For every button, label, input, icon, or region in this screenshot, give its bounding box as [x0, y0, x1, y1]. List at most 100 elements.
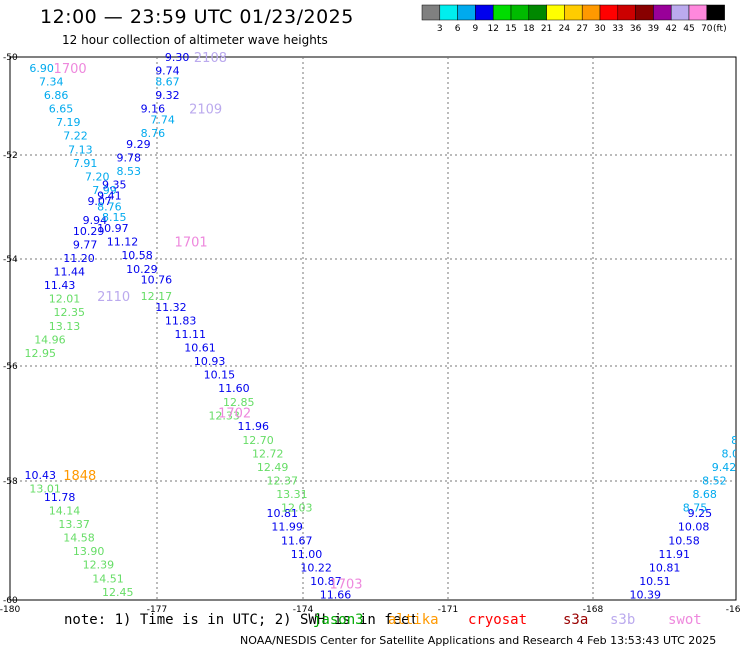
- wave-height-value: 13.90: [73, 545, 105, 558]
- wave-height-value: 9.94: [83, 214, 108, 227]
- colorbar-tick-label: 12: [487, 24, 498, 34]
- wave-height-value: 10.76: [141, 274, 173, 287]
- wave-height-value: 7.34: [39, 75, 64, 88]
- colorbar-swatch: [421, 4, 441, 21]
- wave-height-value: 10.81: [267, 507, 299, 520]
- wave-height-value: 9.77: [73, 238, 98, 251]
- colorbar-tick-label: 18: [523, 24, 535, 34]
- wave-height-value: 9.07: [87, 195, 112, 208]
- wave-height-value: 11.78: [44, 491, 76, 504]
- colorbar-tick-label: 36: [630, 24, 642, 34]
- colorbar-swatch: [653, 4, 672, 21]
- wave-height-value: 9.30: [165, 51, 190, 64]
- wave-height-value: 7.20: [85, 170, 110, 183]
- wave-height-value: 11.67: [281, 534, 313, 547]
- wave-height-value: 8.76: [97, 200, 122, 213]
- colorbar-swatch: [492, 4, 512, 21]
- wave-height-value: 8.73: [731, 434, 740, 447]
- colorbar-swatch: [439, 4, 458, 21]
- colorbar-swatch: [670, 4, 690, 21]
- colorbar-tick-label: 24: [559, 24, 571, 34]
- wave-height-value: 7.99: [92, 184, 117, 197]
- wave-height-value: 6.90: [29, 62, 54, 75]
- wave-height-value: 12.49: [257, 461, 289, 474]
- wave-height-value: 6.65: [49, 103, 74, 116]
- pass-time-label: 2108: [194, 51, 227, 66]
- wave-height-value: 12.45: [102, 586, 133, 599]
- wave-height-value: 7.91: [73, 157, 98, 170]
- colorbar-swatch: [617, 4, 636, 21]
- wave-height-value: 12.95: [25, 347, 57, 360]
- colorbar-swatch: [546, 4, 565, 21]
- wave-height-value: 11.66: [320, 589, 352, 602]
- pass-time-label: 1702: [218, 407, 251, 422]
- wave-height-value: 11.12: [107, 236, 139, 249]
- wave-height-value: 13.13: [49, 320, 81, 333]
- credit-line: NOAA/NESDIS Center for Satellite Applica…: [240, 634, 717, 647]
- wave-height-value: 9.42: [712, 461, 737, 474]
- colorbar-unit: (ft): [713, 24, 727, 34]
- wave-height-value: 10.22: [300, 561, 332, 574]
- wave-height-value: 10.51: [639, 575, 671, 588]
- pass-time-label: 2109: [189, 103, 222, 118]
- wave-height-value: 6.86: [44, 89, 69, 102]
- wave-height-value: 10.81: [649, 561, 681, 574]
- wave-height-value: 11.32: [155, 301, 187, 314]
- chart-title: 12:00 — 23:59 UTC 01/23/2025: [40, 6, 354, 28]
- wave-height-value: 10.58: [121, 249, 153, 262]
- colorbar-swatch: [510, 4, 530, 21]
- legend-s3a: s3a: [563, 612, 589, 628]
- colorbar-tick-label: 6: [455, 24, 461, 34]
- wave-height-value: 9.29: [126, 138, 151, 151]
- colorbar-swatch: [528, 4, 547, 21]
- y-tick-label: -54: [3, 255, 18, 265]
- pass-time-label: 1700: [54, 62, 87, 77]
- colorbar-tick-label: 42: [665, 24, 676, 34]
- wave-height-value: 12.03: [281, 502, 313, 515]
- wave-height-value: 9.32: [155, 89, 180, 102]
- wave-height-value: 11.43: [44, 279, 76, 292]
- wave-height-value: 10.43: [25, 469, 57, 482]
- wave-height-value: 14.58: [63, 532, 95, 545]
- wave-height-value: 10.08: [678, 521, 710, 534]
- legend-s3b: s3b: [610, 612, 636, 628]
- x-tick-label: -171: [438, 605, 458, 615]
- wave-height-value: 12.33: [208, 409, 240, 422]
- pass-time-label: 1701: [175, 236, 208, 251]
- wave-height-value: 11.00: [291, 548, 323, 561]
- wave-height-value: 9.35: [102, 179, 127, 192]
- wave-height-value: 12.39: [83, 559, 115, 572]
- colorbar-tick-label: 9: [473, 24, 479, 34]
- wave-height-value: 11.20: [63, 252, 95, 265]
- wave-height-value: 11.91: [659, 548, 691, 561]
- wave-height-value: 9.25: [688, 507, 713, 520]
- wave-height-value: 10.61: [184, 342, 216, 355]
- wave-height-value: 13.01: [29, 483, 61, 496]
- wave-height-value: 14.51: [92, 572, 124, 585]
- pass-time-label: 2110: [97, 290, 130, 305]
- y-tick-label: -58: [3, 477, 18, 487]
- legend-altika: altika: [388, 612, 439, 628]
- wave-height-labels: 6.907.346.866.657.197.227.137.917.207.99…: [25, 51, 740, 602]
- wave-height-value: 8.76: [141, 127, 166, 140]
- wave-height-value: 8.53: [116, 165, 141, 178]
- legend-cryosat: cryosat: [468, 612, 528, 628]
- colorbar-tick-label: 39: [648, 24, 660, 34]
- wave-height-value: 12.72: [252, 447, 284, 460]
- legend-jason3: jason3: [313, 612, 364, 628]
- wave-height-value: 9.41: [97, 189, 122, 202]
- colorbar-tick-label: 70: [701, 24, 713, 34]
- wave-height-value: 10.39: [630, 589, 662, 602]
- wave-height-value: 11.83: [165, 314, 197, 327]
- colorbar-tick-label: 30: [594, 24, 606, 34]
- colorbar-swatch: [457, 4, 476, 21]
- wave-height-value: 9.74: [155, 65, 180, 78]
- wave-height-value: 10.15: [204, 369, 236, 382]
- y-tick-label: -60: [3, 596, 18, 606]
- footer-note: note: 1) Time is in UTC; 2) SWH is in fe…: [64, 612, 419, 628]
- wave-height-value: 10.87: [310, 575, 342, 588]
- wave-height-value: 12.01: [49, 293, 81, 306]
- wave-height-value: 8.01: [721, 447, 740, 460]
- wave-height-value: 10.93: [194, 355, 226, 368]
- wave-height-value: 14.96: [34, 333, 65, 346]
